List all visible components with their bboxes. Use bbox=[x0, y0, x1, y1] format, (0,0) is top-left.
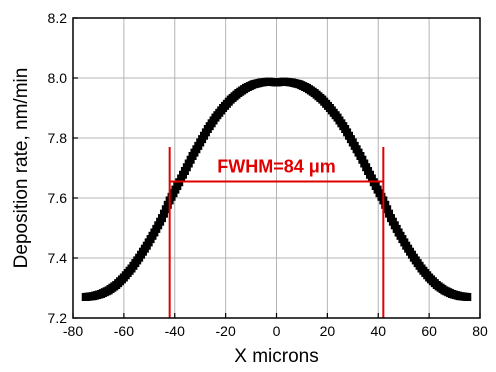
x-tick-label: 80 bbox=[472, 323, 488, 339]
x-tick-label: -20 bbox=[216, 323, 236, 339]
x-tick-label: 60 bbox=[421, 323, 437, 339]
x-axis-ticks: -80 -60 -40 -20 0 20 40 60 80 bbox=[63, 313, 488, 339]
y-tick-label: 8.0 bbox=[48, 70, 68, 86]
x-tick-label: -60 bbox=[114, 323, 134, 339]
data-point bbox=[163, 200, 172, 209]
data-series bbox=[81, 77, 472, 301]
x-tick-label: 20 bbox=[320, 323, 336, 339]
data-point bbox=[158, 214, 167, 223]
y-tick-label: 7.8 bbox=[48, 130, 68, 146]
data-point bbox=[381, 200, 390, 209]
data-point bbox=[159, 209, 168, 218]
y-tick-label: 7.2 bbox=[48, 310, 68, 326]
data-point bbox=[383, 205, 392, 214]
fwhm-annotation bbox=[168, 147, 385, 318]
data-point bbox=[385, 209, 394, 218]
data-point bbox=[161, 205, 170, 214]
x-axis-title: X microns bbox=[234, 346, 318, 367]
y-axis-ticks: 7.2 7.4 7.6 7.8 8.0 8.2 bbox=[48, 10, 78, 326]
x-tick-label: 0 bbox=[273, 323, 281, 339]
y-tick-label: 8.2 bbox=[48, 10, 68, 26]
x-tick-label: -40 bbox=[165, 323, 185, 339]
x-tick-label: -80 bbox=[63, 323, 83, 339]
y-axis-title: Deposition rate, nm/min bbox=[11, 68, 32, 269]
data-point bbox=[463, 293, 472, 301]
y-tick-label: 7.4 bbox=[48, 250, 68, 266]
x-tick-label: 40 bbox=[370, 323, 386, 339]
y-tick-label: 7.6 bbox=[48, 190, 68, 206]
fwhm-label: FWHM=84 μm bbox=[217, 157, 336, 177]
